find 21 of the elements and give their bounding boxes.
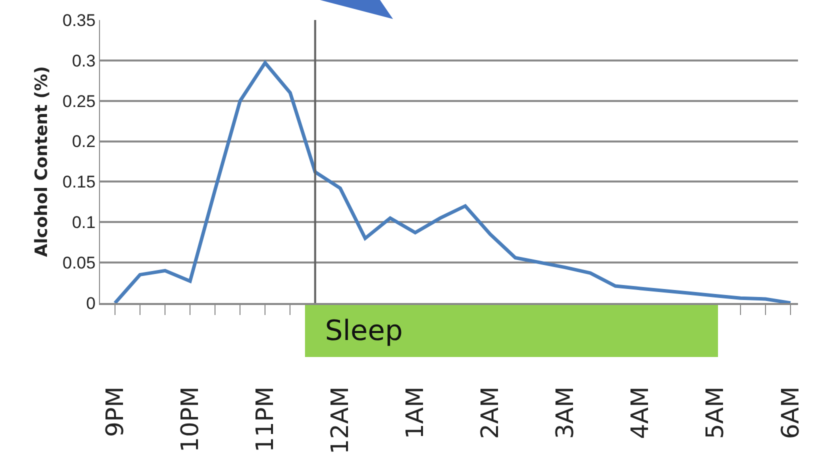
x-tick-label: 3AM bbox=[551, 386, 580, 440]
x-tick-label: 5AM bbox=[701, 386, 730, 440]
x-tick-label: 10PM bbox=[176, 386, 204, 452]
x-tick-label: 12AM bbox=[326, 386, 354, 454]
x-tick-label: 6AM bbox=[776, 386, 804, 440]
x-tick-label: 2AM bbox=[476, 386, 504, 440]
line-series bbox=[113, 61, 792, 303]
x-tick-label: 9PM bbox=[100, 386, 129, 438]
y-axis-title: Alcohol Content (%) bbox=[32, 66, 52, 257]
text: Sleep bbox=[305, 305, 718, 357]
x-tick-label: 1AM bbox=[401, 386, 430, 440]
x-tick-label: 4AM bbox=[626, 386, 654, 440]
y-tick-label: 0.1 bbox=[72, 213, 96, 232]
y-tick-label: 0.15 bbox=[62, 172, 96, 192]
y-tick-label: 0.05 bbox=[62, 254, 96, 273]
y-tick-label: 0 bbox=[86, 294, 96, 313]
x-tick-label: 11PM bbox=[250, 386, 279, 452]
y-tick-label: 0.3 bbox=[72, 51, 96, 70]
y-tick-label: 0.35 bbox=[62, 10, 96, 30]
y-tick-label: 0.2 bbox=[72, 132, 96, 152]
y-tick-label: 0.25 bbox=[62, 92, 96, 111]
